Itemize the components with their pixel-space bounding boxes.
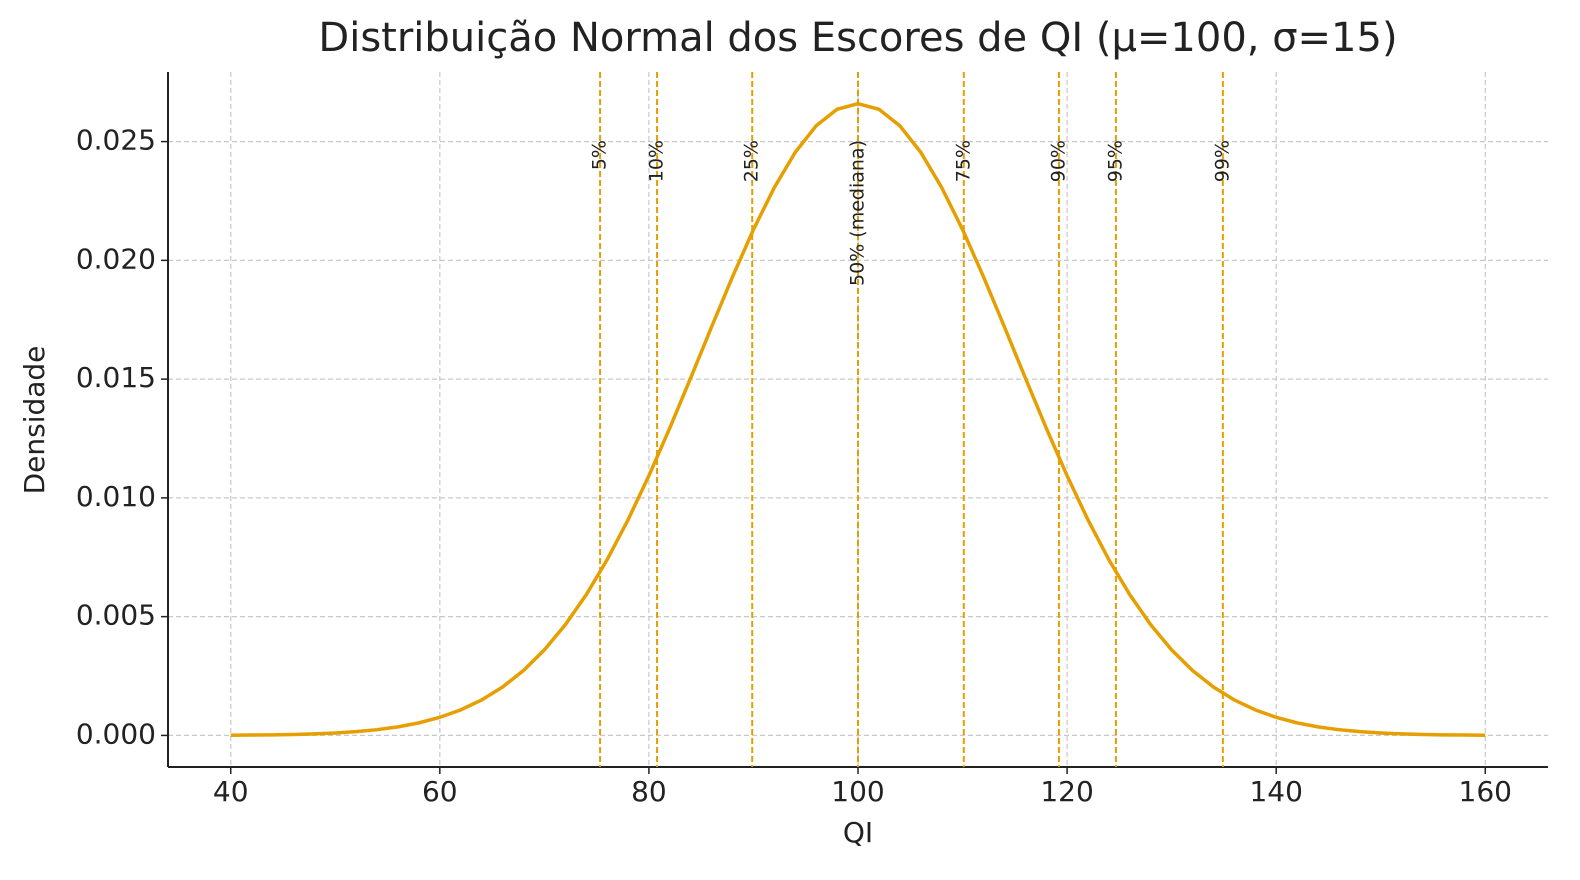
- y-tick-label: 0.025: [76, 124, 156, 157]
- x-tick-label: 60: [422, 775, 458, 808]
- y-tick-label: 0.020: [76, 242, 156, 275]
- percentile-label: 90%: [1047, 140, 1069, 182]
- y-tick-label: 0.015: [76, 361, 156, 394]
- x-tick-label: 80: [631, 775, 667, 808]
- y-tick-label: 0.005: [76, 599, 156, 632]
- percentile-label: 75%: [952, 140, 974, 182]
- x-tick-label: 140: [1249, 775, 1302, 808]
- percentile-label: 25%: [741, 140, 763, 182]
- x-tick-label: 40: [213, 775, 249, 808]
- percentile-label: 95%: [1104, 140, 1126, 182]
- x-tick-label: 120: [1040, 775, 1093, 808]
- y-tick-label: 0.000: [76, 717, 156, 750]
- x-tick-label: 160: [1459, 775, 1512, 808]
- y-axis-label: Densidade: [18, 346, 51, 495]
- x-axis-label: QI: [843, 816, 873, 849]
- y-tick-label: 0.010: [76, 480, 156, 513]
- x-tick-label: 100: [831, 775, 884, 808]
- percentile-label: 99%: [1211, 140, 1233, 182]
- percentile-label: 50% (mediana): [847, 140, 869, 286]
- percentile-label: 10%: [646, 140, 668, 182]
- percentile-label: 5%: [589, 140, 611, 170]
- chart-title: Distribuição Normal dos Escores de QI (μ…: [318, 15, 1397, 61]
